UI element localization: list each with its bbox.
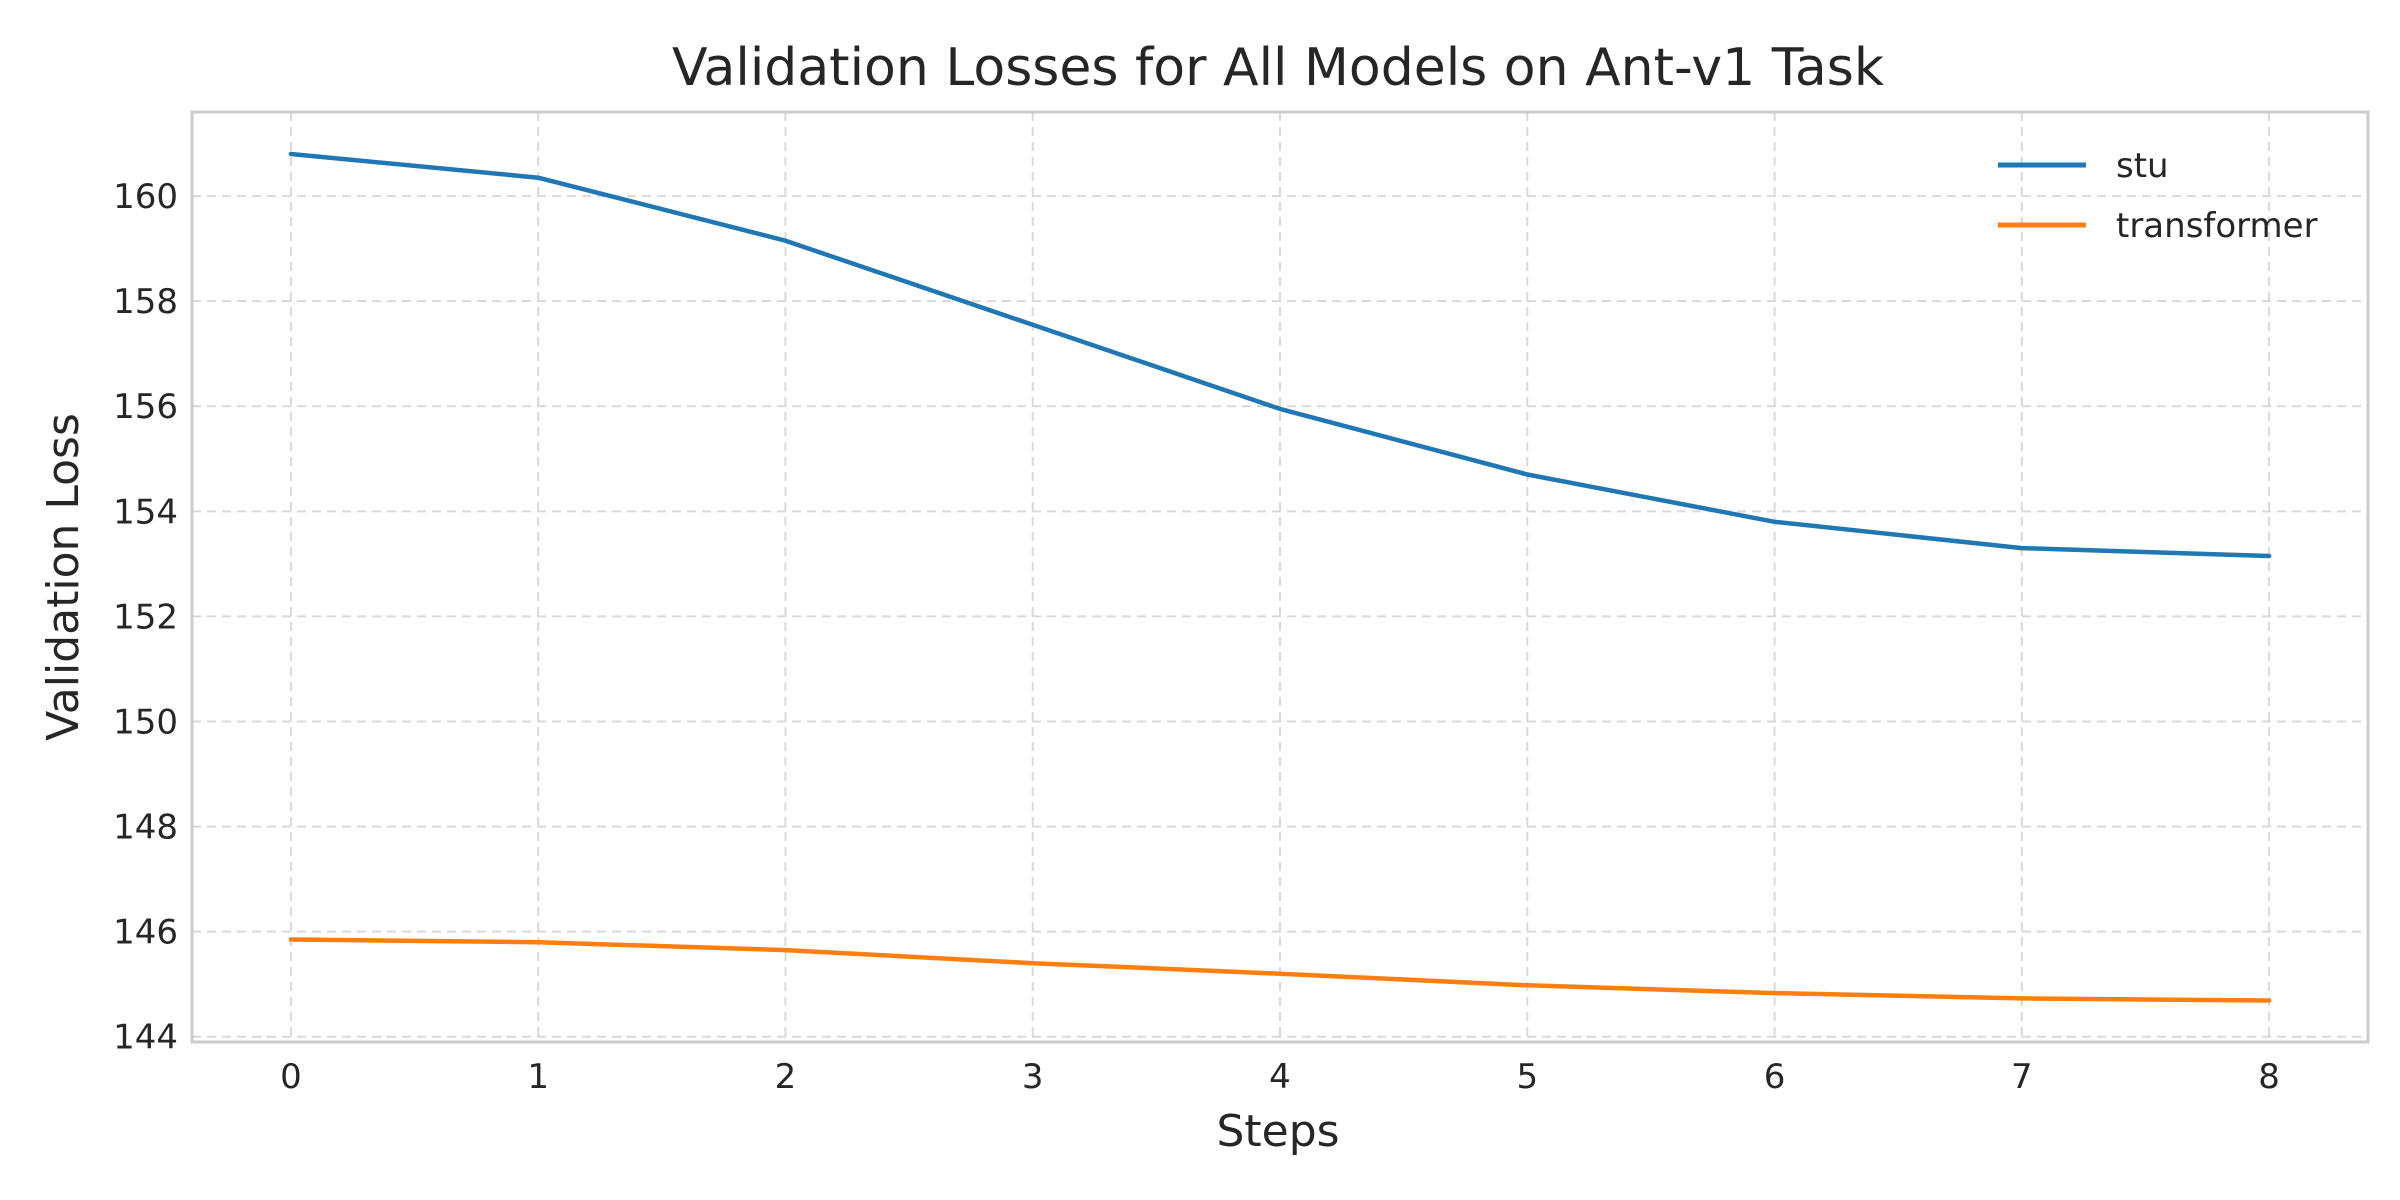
grid (192, 112, 2368, 1042)
series-line-transformer (288, 937, 2272, 1003)
y-tick-label: 154 (113, 492, 178, 532)
series-lines (288, 151, 2272, 1003)
y-axis-ticks: 144 146 148 150 152 154 156 158 160 (113, 177, 178, 1058)
x-tick-label: 3 (1022, 1057, 1044, 1097)
x-axis-label: Steps (1216, 1106, 1339, 1157)
x-tick-label: 0 (280, 1057, 302, 1097)
y-tick-label: 158 (113, 282, 178, 322)
plot-frame (190, 110, 2370, 1044)
x-tick-label: 7 (2011, 1057, 2033, 1097)
series-line-stu (288, 151, 2272, 559)
y-tick-label: 152 (113, 597, 178, 637)
x-tick-label: 1 (527, 1057, 549, 1097)
y-tick-label: 156 (113, 387, 178, 427)
x-tick-label: 2 (775, 1057, 797, 1097)
x-tick-label: 8 (2258, 1057, 2280, 1097)
y-tick-label: 160 (113, 177, 178, 217)
y-tick-label: 146 (113, 913, 178, 953)
y-tick-label: 148 (113, 808, 178, 848)
legend-label-stu: stu (2116, 146, 2169, 186)
y-tick-label: 150 (113, 702, 178, 742)
y-axis-label: Validation Loss (38, 413, 89, 741)
y-tick-label: 144 (113, 1018, 178, 1058)
legend: stu transformer (1998, 146, 2318, 246)
x-axis-ticks: 0 1 2 3 4 5 6 7 8 (280, 1057, 2280, 1097)
legend-label-transformer: transformer (2116, 206, 2318, 246)
x-tick-label: 4 (1269, 1057, 1291, 1097)
chart-title: Validation Losses for All Models on Ant-… (672, 38, 1884, 98)
x-tick-label: 5 (1516, 1057, 1538, 1097)
x-tick-label: 6 (1764, 1057, 1786, 1097)
